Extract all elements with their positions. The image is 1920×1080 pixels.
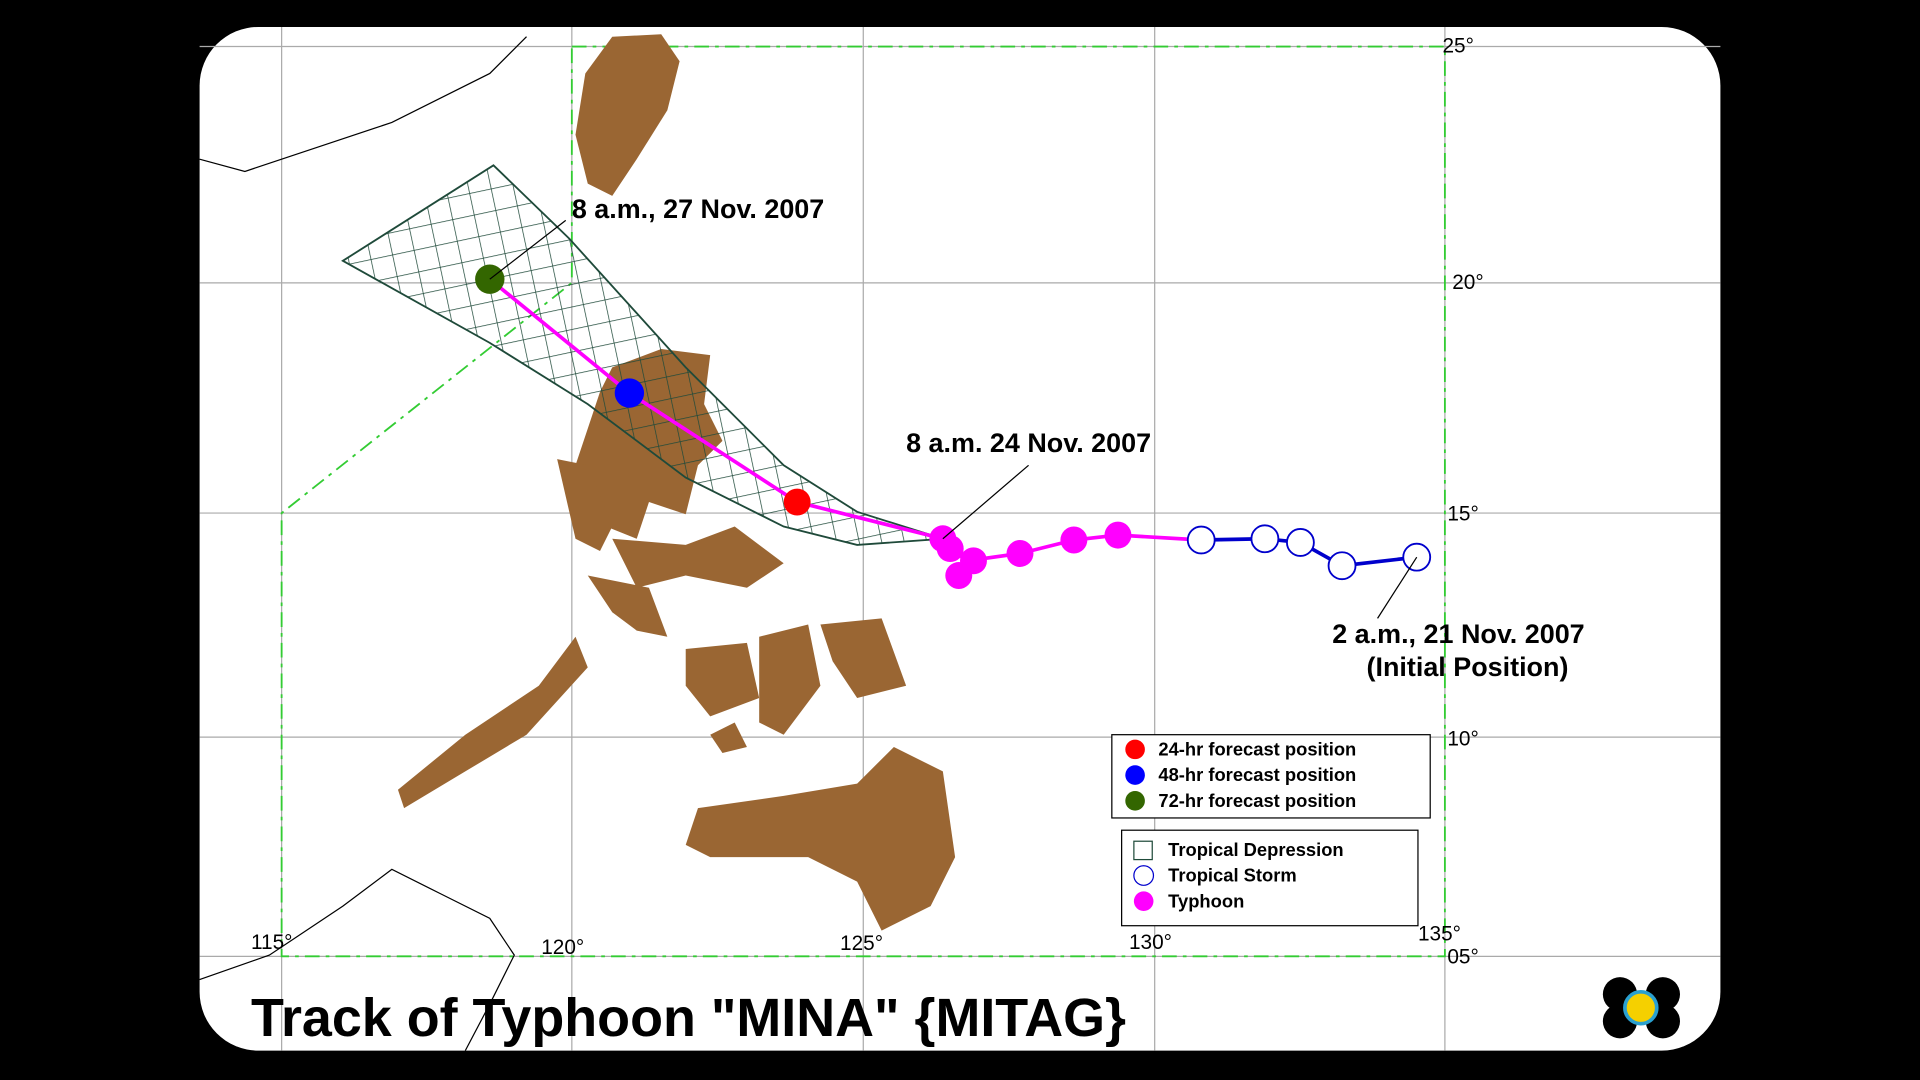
annotation: 8 a.m. 24 Nov. 2007 (906, 428, 1151, 458)
forecast-72h (475, 264, 505, 294)
legend-box (1111, 734, 1431, 819)
annotation: (Initial Position) (1367, 652, 1569, 682)
typhoon-point (1006, 540, 1034, 567)
forecast-48h (614, 378, 645, 408)
leader-line (489, 219, 567, 280)
latitude-label: 10° (1447, 728, 1478, 751)
annotation: 8 a.m., 27 Nov. 2007 (572, 194, 824, 224)
samar (820, 618, 907, 698)
storm-point (1186, 525, 1216, 555)
responsibility-area (280, 45, 1446, 958)
latitude-label: 20° (1452, 271, 1483, 294)
latitude-label: 05° (1447, 946, 1478, 969)
longitude-label: 135° (1418, 922, 1461, 945)
typhoon-point (936, 535, 964, 563)
legend-intensity: Tropical Depression Tropical Storm Typho… (1121, 829, 1419, 927)
leader-lines (489, 219, 1418, 619)
leader-line (942, 464, 1029, 540)
leader-line (1377, 556, 1418, 619)
legend-label: 24-hr forecast position (1158, 739, 1356, 760)
legend-swatch (1133, 865, 1155, 886)
logo-part (1623, 990, 1659, 1026)
legend-swatch (1133, 840, 1153, 861)
typhoon-point (1104, 521, 1132, 549)
typhoon-points (929, 521, 1132, 589)
storm-point (1327, 551, 1357, 581)
legend-label: Tropical Depression (1168, 839, 1344, 860)
legend-label: Tropical Storm (1168, 865, 1297, 886)
longitude-label: 125° (840, 932, 883, 955)
latitude-label: 25° (1442, 35, 1473, 58)
borneo-coast (199, 868, 515, 1051)
coastline (199, 36, 527, 1051)
panay (685, 642, 760, 717)
forecast-track (488, 277, 944, 541)
legend-label: 48-hr forecast position (1158, 764, 1356, 785)
typhoon-point (1060, 526, 1088, 554)
longitude-label: 130° (1129, 931, 1172, 954)
legend-label: 72-hr forecast position (1158, 790, 1356, 811)
palawan (397, 636, 588, 809)
typhoon-point (945, 562, 973, 589)
map-panel (199, 26, 1721, 1051)
mindoro (587, 575, 668, 637)
bicol (612, 526, 784, 588)
cebu (710, 722, 747, 754)
luzon-west (557, 459, 613, 552)
title: Track of Typhoon "MINA" {MITAG} (251, 988, 1126, 1048)
legend-box (1121, 829, 1419, 927)
forecast-24h (783, 488, 811, 516)
storm-point (1402, 542, 1432, 572)
taiwan (575, 34, 680, 196)
longitude-label: 120° (541, 936, 584, 959)
storm-point (1250, 524, 1280, 554)
longitude-label: 115° (251, 931, 292, 954)
storm-points (1186, 524, 1432, 581)
mindanao (685, 746, 956, 931)
negros (759, 624, 821, 735)
landmass (397, 34, 956, 931)
legend-swatch (1133, 891, 1154, 912)
legend-swatch (1125, 765, 1145, 785)
latitude-label: 15° (1447, 502, 1478, 525)
legend-label: Typhoon (1168, 890, 1244, 911)
china-coast (199, 36, 527, 173)
legend-swatch (1125, 739, 1145, 760)
legend-forecast: 24-hr forecast position 48-hr forecast p… (1111, 734, 1431, 819)
annotation: 2 a.m., 21 Nov. 2007 (1332, 619, 1584, 649)
storm-point (1286, 528, 1315, 557)
logo (1602, 977, 1680, 1039)
legend-swatch (1125, 791, 1145, 811)
